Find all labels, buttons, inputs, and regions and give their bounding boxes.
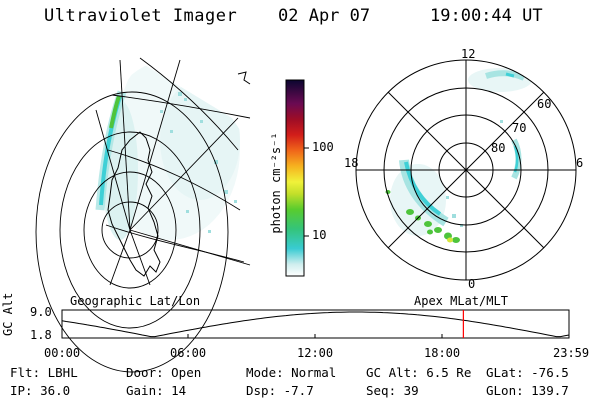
colorbar-label: photon cm⁻²s⁻¹	[269, 132, 283, 234]
color-scale-bar	[285, 79, 309, 277]
page-title: Ultraviolet Imager	[44, 6, 238, 26]
info-door: Door: Open	[126, 365, 202, 380]
info-gc-alt: GC Alt: 6.5 Re	[366, 365, 472, 380]
x-tick-0600: 06:00	[170, 346, 207, 360]
altitude-ylabel: GC Alt	[1, 292, 15, 336]
info-seq: Seq: 39	[366, 383, 419, 398]
x-tick-0000: 00:00	[44, 346, 81, 360]
altitude-y-top: 9.0	[30, 305, 52, 319]
info-gain: Gain: 14	[126, 383, 187, 398]
polar-label-60: 60	[537, 97, 552, 111]
polar-label-6: 6	[576, 156, 584, 170]
polar-label-18: 18	[344, 156, 359, 170]
x-tick-1800: 18:00	[424, 346, 461, 360]
polar-image	[355, 59, 577, 281]
left-panel-caption: Geographic Lat/Lon	[70, 294, 201, 308]
info-flt: Flt: LBHL	[10, 365, 78, 380]
x-tick-2359: 23:59	[553, 346, 590, 360]
info-glat: GLat: -76.5	[486, 365, 569, 380]
info-mode: Mode: Normal	[246, 365, 337, 380]
info-glon: GLon: 139.7	[486, 383, 569, 398]
colorbar-tick-10: 10	[312, 228, 327, 242]
polar-label-80: 80	[491, 141, 506, 155]
info-dsp: Dsp: -7.7	[246, 383, 314, 398]
polar-label-70: 70	[512, 121, 527, 135]
time-label: 19:00:44 UT	[430, 6, 543, 26]
date-label: 02 Apr 07	[278, 6, 371, 26]
polar-label-12: 12	[461, 47, 476, 61]
altitude-y-bottom: 1.8	[30, 328, 52, 342]
info-ip: IP: 36.0	[10, 383, 71, 398]
polar-label-0: 0	[468, 277, 476, 291]
geographic-image	[35, 57, 251, 373]
x-tick-1200: 12:00	[297, 346, 334, 360]
altitude-plot	[61, 309, 570, 339]
colorbar-tick-100: 100	[312, 140, 334, 154]
right-panel-caption: Apex MLat/MLT	[414, 294, 508, 308]
